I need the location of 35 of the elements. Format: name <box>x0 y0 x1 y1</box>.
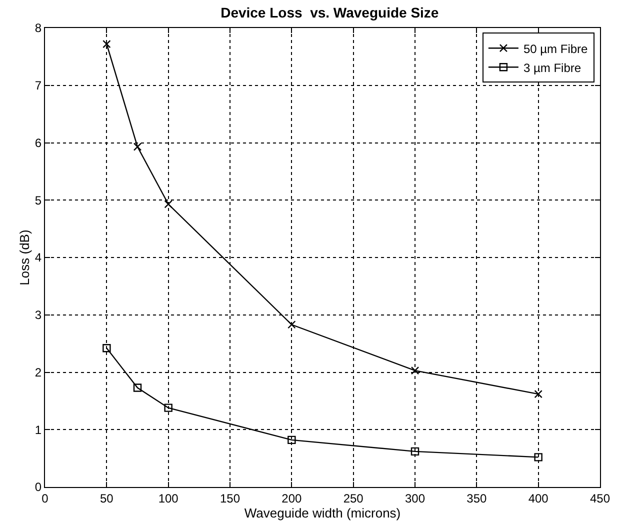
chart-title: Device Loss vs. Waveguide Size <box>220 4 439 21</box>
point <box>133 384 142 392</box>
point <box>534 390 542 398</box>
y-tick-label: 6 <box>34 136 42 150</box>
legend-label: 50 µm Fibre <box>523 42 588 56</box>
point <box>164 404 172 412</box>
y-tick-label: 5 <box>34 193 42 208</box>
y-tick-label: 4 <box>34 250 42 265</box>
point <box>410 366 420 375</box>
x-tick-label: 350 <box>466 491 487 506</box>
y-tick-label: 2 <box>34 365 42 380</box>
x-tick-label: 150 <box>220 491 240 506</box>
x-axis-title: Waveguide width (microns) <box>244 505 401 520</box>
y-tick-label: 7 <box>34 78 42 93</box>
x-tick-label: 450 <box>590 491 610 506</box>
point <box>288 436 296 444</box>
x-tick-label: 50 <box>100 491 114 506</box>
y-axis-title: Loss (dB) <box>16 230 32 286</box>
y-tick-label: 3 <box>34 308 42 322</box>
point <box>133 142 142 151</box>
x-tick-label: 400 <box>528 491 549 506</box>
x-tick-label: 200 <box>282 491 302 506</box>
x-tick-label: 300 <box>404 491 426 506</box>
y-tick-label: 1 <box>34 422 42 437</box>
x-tick-label: 250 <box>343 491 364 506</box>
point <box>102 344 111 352</box>
y-tick-label: 0 <box>34 480 42 494</box>
point <box>410 447 420 456</box>
x-tick-label: 100 <box>158 491 179 506</box>
point <box>534 453 542 462</box>
y-tick-label: 8 <box>34 21 42 36</box>
point <box>102 40 111 48</box>
point <box>164 200 172 208</box>
legend-label: 3 µm Fibre <box>523 60 582 75</box>
point <box>288 320 296 329</box>
